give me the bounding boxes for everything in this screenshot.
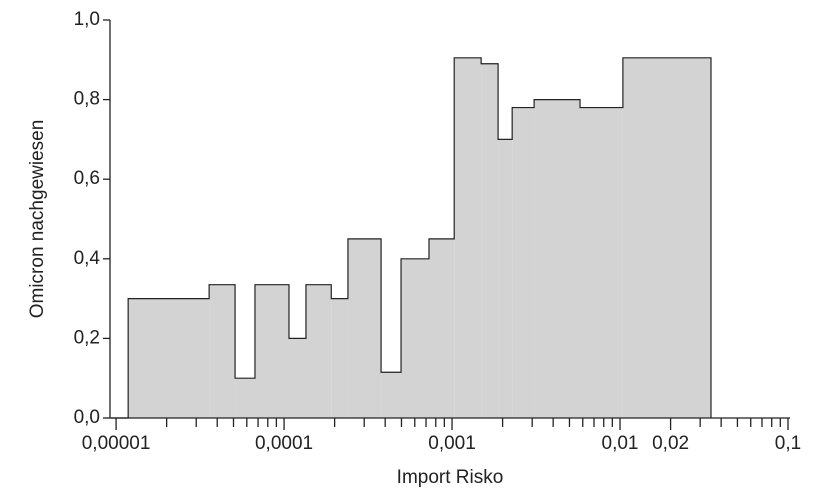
- bar: [381, 372, 402, 418]
- y-tick-label: 0,4: [74, 248, 101, 269]
- y-axis-title: Omicron nachgewiesen: [27, 120, 48, 319]
- x-tick-label: 0,001: [428, 433, 476, 454]
- bar: [209, 284, 236, 418]
- bar: [428, 238, 455, 418]
- bar: [128, 298, 210, 418]
- bar: [288, 338, 306, 418]
- bar: [401, 258, 429, 418]
- bar: [580, 107, 623, 418]
- bar: [512, 107, 535, 418]
- bar: [622, 57, 711, 419]
- y-tick-label: 0,0: [74, 407, 100, 428]
- bar: [454, 57, 482, 419]
- bar: [481, 63, 499, 418]
- x-tick-label: 0,02: [652, 433, 689, 454]
- bar: [254, 284, 289, 418]
- bar: [347, 238, 382, 418]
- bar: [331, 298, 348, 418]
- y-tick-label: 0,6: [74, 168, 100, 189]
- bar: [534, 99, 581, 418]
- x-axis-title: Import Risko: [397, 467, 504, 488]
- bar: [305, 284, 332, 418]
- y-tick-label: 0,2: [74, 327, 100, 348]
- step-outline: [110, 57, 712, 419]
- bar: [235, 378, 255, 418]
- x-tick-label: 0,01: [602, 433, 639, 454]
- y-tick-label: 0,8: [74, 89, 100, 110]
- bar: [498, 139, 513, 418]
- y-tick-label: 1,0: [74, 9, 100, 30]
- x-tick-label: 0,00001: [82, 433, 151, 454]
- x-tick-label: 0,0001: [255, 433, 313, 454]
- x-tick-label: 0,1: [775, 433, 801, 454]
